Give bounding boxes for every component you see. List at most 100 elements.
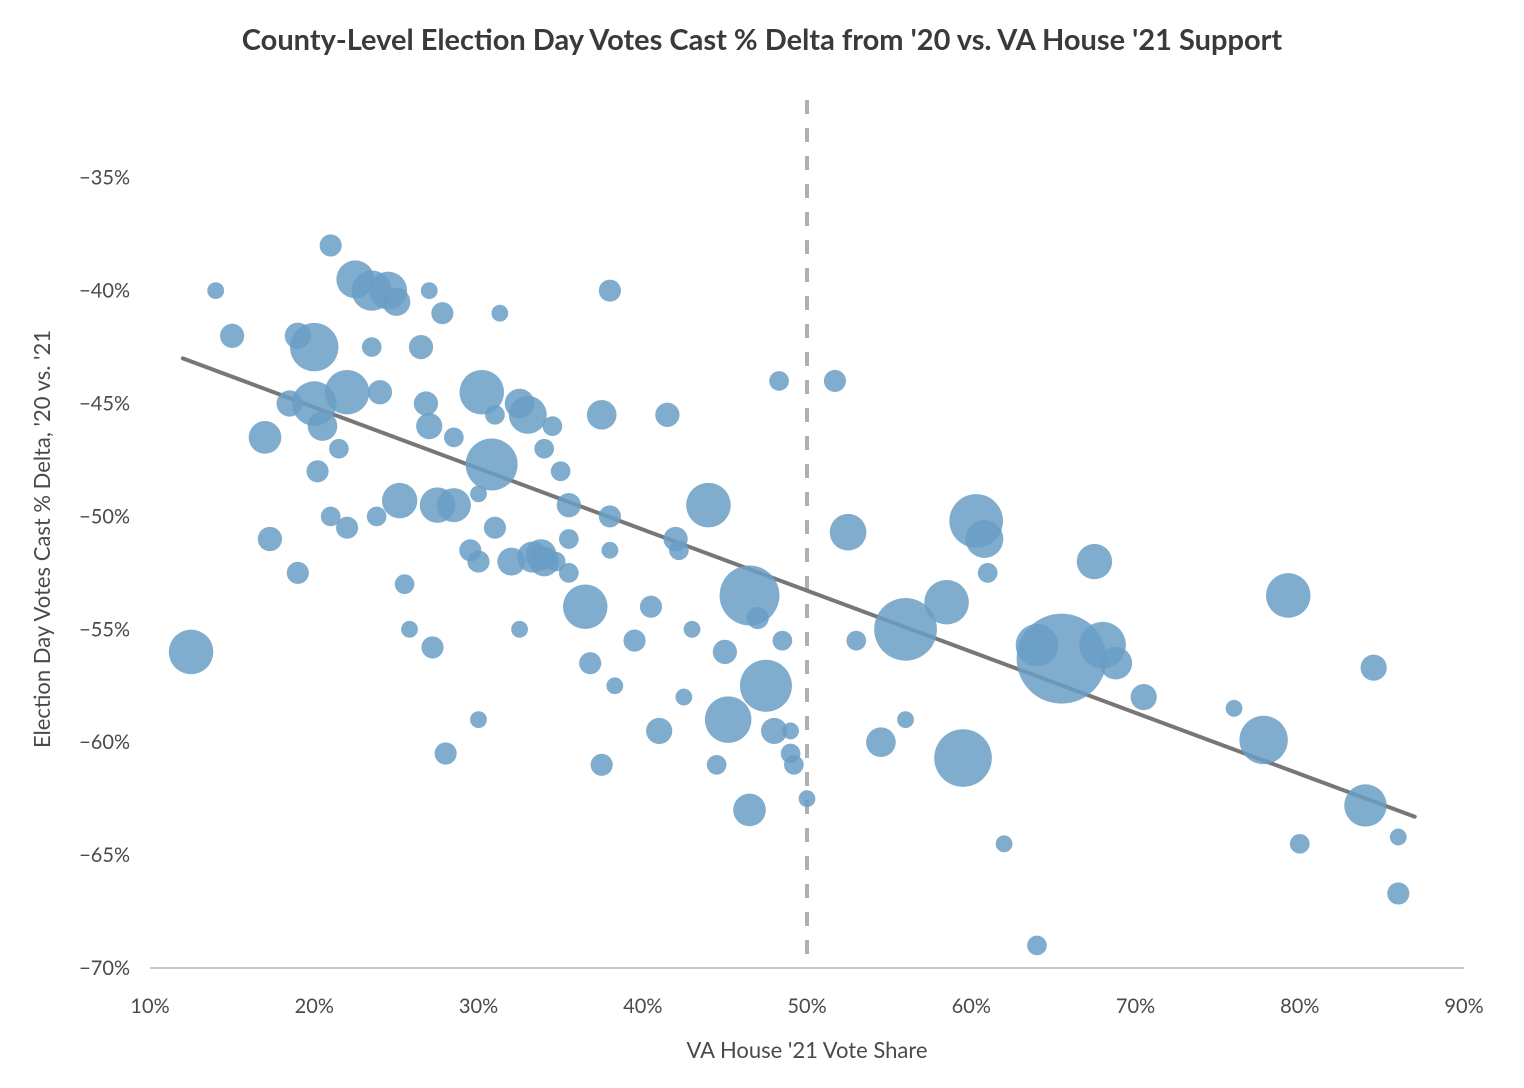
x-tick-label: 20% <box>295 994 334 1018</box>
data-point[interactable] <box>1239 716 1287 764</box>
data-point[interactable] <box>437 488 471 522</box>
data-point[interactable] <box>367 507 387 527</box>
data-point[interactable] <box>368 380 392 404</box>
data-point[interactable] <box>1390 829 1407 846</box>
data-point[interactable] <box>207 282 224 299</box>
data-point[interactable] <box>559 529 579 549</box>
data-point[interactable] <box>258 527 282 551</box>
data-point[interactable] <box>1344 784 1386 826</box>
data-point[interactable] <box>414 391 438 415</box>
data-point[interactable] <box>308 411 338 441</box>
data-point[interactable] <box>329 439 349 459</box>
data-point[interactable] <box>740 660 792 712</box>
y-tick-label: −45% <box>79 392 130 416</box>
data-point[interactable] <box>830 514 867 551</box>
data-point[interactable] <box>747 607 769 629</box>
data-point[interactable] <box>591 754 613 776</box>
data-point[interactable] <box>421 636 443 658</box>
data-point[interactable] <box>713 640 737 664</box>
data-point[interactable] <box>599 505 621 527</box>
y-tick-label: −70% <box>79 956 130 980</box>
data-point[interactable] <box>382 288 410 316</box>
data-point[interactable] <box>484 517 506 539</box>
data-point[interactable] <box>431 302 453 324</box>
data-point[interactable] <box>601 542 618 559</box>
data-point[interactable] <box>655 403 679 427</box>
data-point[interactable] <box>320 234 342 256</box>
data-point[interactable] <box>435 742 457 764</box>
data-point[interactable] <box>336 517 358 539</box>
data-point[interactable] <box>1290 834 1310 854</box>
data-point[interactable] <box>395 574 415 594</box>
data-point[interactable] <box>466 439 518 491</box>
data-point[interactable] <box>382 483 417 518</box>
data-point[interactable] <box>362 337 382 357</box>
data-point[interactable] <box>444 428 464 448</box>
y-axis-label: Election Day Votes Cast % Delta, '20 vs.… <box>28 330 55 748</box>
data-point[interactable] <box>799 790 816 807</box>
data-point[interactable] <box>866 727 896 757</box>
data-point[interactable] <box>733 794 766 827</box>
data-point[interactable] <box>470 711 487 728</box>
data-point[interactable] <box>290 323 338 371</box>
data-point[interactable] <box>543 416 563 436</box>
data-point[interactable] <box>559 563 579 583</box>
data-point[interactable] <box>421 282 438 299</box>
data-point[interactable] <box>169 630 214 675</box>
data-point[interactable] <box>220 324 244 348</box>
data-point[interactable] <box>511 621 528 638</box>
data-point[interactable] <box>784 755 804 775</box>
data-point[interactable] <box>416 413 442 439</box>
data-point[interactable] <box>1266 573 1311 618</box>
data-point[interactable] <box>675 689 692 706</box>
data-point[interactable] <box>606 677 623 694</box>
data-point[interactable] <box>1099 647 1132 680</box>
data-point[interactable] <box>325 370 370 415</box>
data-point[interactable] <box>934 729 992 787</box>
data-point[interactable] <box>897 711 914 728</box>
data-point[interactable] <box>563 584 608 629</box>
data-point[interactable] <box>485 405 505 425</box>
data-point[interactable] <box>1027 936 1047 956</box>
data-point[interactable] <box>287 562 309 584</box>
data-point[interactable] <box>782 723 799 740</box>
data-point[interactable] <box>705 696 752 743</box>
data-point[interactable] <box>551 461 571 481</box>
data-point[interactable] <box>1361 655 1387 681</box>
data-point[interactable] <box>249 421 282 454</box>
data-point[interactable] <box>509 396 547 434</box>
y-tick-label: −40% <box>79 279 130 303</box>
data-point[interactable] <box>640 596 662 618</box>
data-point[interactable] <box>623 630 645 652</box>
data-point[interactable] <box>1131 684 1157 710</box>
data-point[interactable] <box>1077 544 1112 579</box>
data-point[interactable] <box>707 755 727 775</box>
data-point[interactable] <box>1226 700 1243 717</box>
data-point[interactable] <box>306 460 328 482</box>
data-point[interactable] <box>599 280 621 302</box>
data-point[interactable] <box>409 335 433 359</box>
data-point[interactable] <box>669 540 689 560</box>
data-point[interactable] <box>1387 882 1409 904</box>
data-point[interactable] <box>646 718 672 744</box>
data-point[interactable] <box>401 621 418 638</box>
y-tick-label: −55% <box>79 617 130 641</box>
data-point[interactable] <box>769 371 789 391</box>
data-point[interactable] <box>824 370 846 392</box>
data-point[interactable] <box>978 563 998 583</box>
data-point[interactable] <box>491 305 508 322</box>
data-point[interactable] <box>965 520 1003 558</box>
data-point[interactable] <box>846 631 866 651</box>
data-point[interactable] <box>996 835 1013 852</box>
data-point[interactable] <box>587 400 617 430</box>
x-axis-label: VA House '21 Vote Share <box>686 1036 927 1063</box>
data-point[interactable] <box>557 493 581 517</box>
data-point[interactable] <box>579 652 601 674</box>
data-point[interactable] <box>534 439 554 459</box>
data-point[interactable] <box>684 621 701 638</box>
data-point[interactable] <box>773 631 793 651</box>
data-point[interactable] <box>686 483 731 528</box>
data-point[interactable] <box>467 551 489 573</box>
y-tick-label: −35% <box>79 166 130 190</box>
data-point[interactable] <box>924 580 969 625</box>
